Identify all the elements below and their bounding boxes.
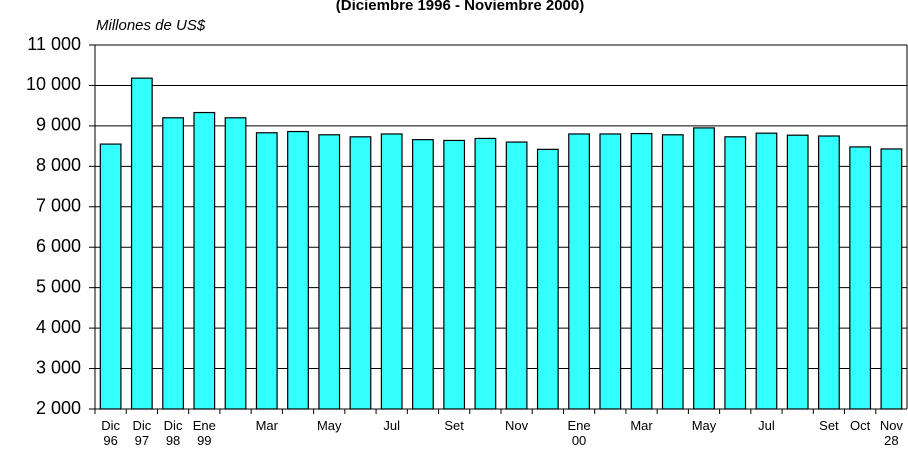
x-tick-label: Dic 97 — [132, 418, 151, 448]
bar — [162, 117, 184, 410]
x-tick-label: Ene 00 — [568, 418, 591, 448]
y-tick-label: 9 000 — [36, 115, 81, 135]
bar — [349, 136, 372, 410]
y-tick-label: 7 000 — [36, 196, 81, 216]
bar — [505, 141, 528, 410]
bar — [412, 139, 434, 410]
bar — [99, 143, 122, 410]
x-tick-label: Ene 99 — [193, 418, 216, 448]
bar — [755, 132, 778, 410]
y-tick-label: 6 000 — [36, 236, 81, 256]
y-tick-label: 10 000 — [26, 74, 81, 94]
bar — [255, 132, 278, 410]
bar — [568, 133, 590, 410]
bar — [849, 146, 872, 410]
y-axis-label: Millones de US$ — [96, 17, 206, 34]
y-tick-label: 3 000 — [36, 357, 81, 377]
y-tick-label: 2 000 — [36, 398, 81, 418]
bar — [630, 132, 653, 410]
y-tick-label: 11 000 — [27, 34, 81, 54]
x-tick-label: Mar — [256, 418, 279, 433]
bar — [193, 111, 216, 410]
bar — [818, 135, 840, 410]
x-tick-label: Set — [444, 418, 464, 433]
bar — [599, 133, 622, 410]
bar — [443, 139, 466, 410]
bar — [693, 127, 715, 410]
x-tick-label: May — [692, 418, 717, 433]
bar — [130, 77, 153, 410]
x-tick-label: Nov 28 — [880, 418, 904, 448]
bar — [536, 148, 559, 410]
x-tick-label: Jul — [383, 418, 400, 433]
bar — [287, 130, 309, 410]
bar — [474, 137, 497, 410]
bar — [224, 117, 247, 410]
bar — [724, 136, 747, 410]
x-tick-label: Nov — [505, 418, 529, 433]
x-tick-label: Oct — [850, 418, 871, 433]
bar — [880, 148, 903, 410]
x-tick-label: Jul — [758, 418, 775, 433]
chart-subtitle: (Diciembre 1996 - Noviembre 2000) — [336, 0, 584, 14]
bar — [380, 133, 403, 410]
x-tick-label: Dic 96 — [101, 418, 120, 448]
bar — [318, 134, 341, 410]
x-tick-label: May — [317, 418, 342, 433]
x-tick-label: Dic 98 — [164, 418, 183, 448]
bar — [661, 134, 684, 410]
y-tick-label: 8 000 — [36, 155, 81, 175]
y-tick-label: 4 000 — [36, 317, 81, 337]
x-tick-label: Set — [819, 418, 839, 433]
x-tick-label: Mar — [630, 418, 653, 433]
y-tick-label: 5 000 — [36, 276, 81, 296]
bar — [786, 134, 809, 410]
